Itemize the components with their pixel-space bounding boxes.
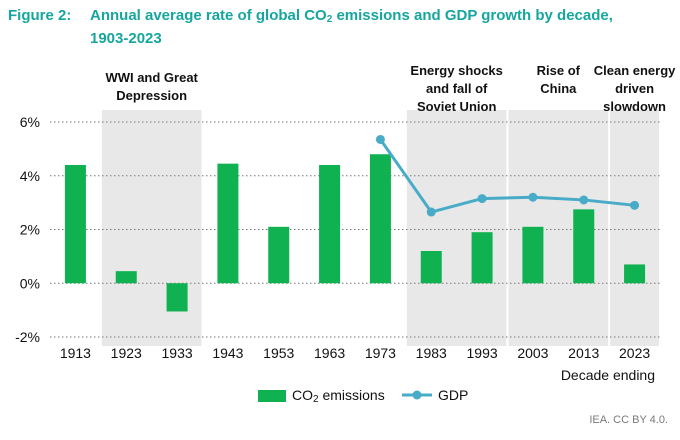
period-label-2-0: Rise of: [537, 63, 581, 78]
co2-bar: [369, 154, 391, 284]
x-tick-label: 1993: [467, 345, 498, 361]
x-tick-label: 1973: [365, 345, 396, 361]
period-label-0-0: WWI and Great: [105, 70, 198, 85]
co2-bar: [319, 165, 341, 284]
co2-bar: [522, 226, 544, 284]
period-label-1-1: and fall of: [426, 81, 488, 96]
period-label-1-2: Soviet Union: [417, 99, 497, 114]
x-tick-label: 1963: [314, 345, 345, 361]
period-label-3-1: driven: [615, 81, 654, 96]
co2-bar: [166, 283, 188, 312]
shaded-period-1: [406, 110, 507, 346]
y-tick-label: 4%: [20, 168, 40, 184]
x-tick-label: 1933: [162, 345, 193, 361]
x-tick-label: 1943: [212, 345, 243, 361]
gdp-point: [528, 192, 538, 202]
x-tick-label: 1923: [111, 345, 142, 361]
gdp-point: [375, 134, 385, 144]
x-tick-label: 2013: [568, 345, 599, 361]
y-tick-label: 0%: [20, 275, 40, 291]
gdp-point: [426, 207, 436, 217]
legend-gdp-label: GDP: [438, 387, 469, 403]
co2-bar: [217, 163, 239, 284]
co2-bar: [268, 226, 290, 284]
figure-title: Annual average rate of global CO2 emissi…: [90, 7, 613, 47]
co2-bar: [64, 165, 86, 284]
co2-bar: [115, 271, 137, 284]
co2-bar: [573, 209, 595, 284]
gdp-line: [379, 138, 635, 214]
co2-bar: [420, 251, 442, 284]
legend-gdp: GDP: [402, 387, 468, 403]
source-credit: IEA. CC BY 4.0.: [589, 414, 668, 426]
legend-co2-label: CO2 emissions: [292, 387, 385, 405]
legend-co2: CO2 emissions: [258, 387, 385, 405]
period-label-1-0: Energy shocks: [410, 63, 503, 78]
x-tick-label: 2023: [619, 345, 650, 361]
x-tick-label: 1953: [263, 345, 294, 361]
co2-bar: [624, 264, 646, 284]
legend-co2-swatch: [258, 390, 286, 402]
y-tick-label: 6%: [20, 114, 40, 130]
x-tick-label: 1913: [60, 345, 91, 361]
figure-label: Figure 2:: [8, 7, 72, 24]
y-tick-label: -2%: [15, 329, 40, 345]
gdp-point: [579, 195, 589, 205]
shaded-period-3: [610, 110, 659, 346]
x-tick-label: 2003: [517, 345, 548, 361]
x-tick-label: 1983: [416, 345, 447, 361]
period-label-0-1: Depression: [116, 88, 187, 103]
legend-gdp-swatch: [402, 390, 432, 400]
y-tick-label: 2%: [20, 222, 40, 238]
period-label-2-1: China: [540, 81, 577, 96]
period-label-3-2: slowdown: [603, 99, 666, 114]
gdp-point: [477, 194, 487, 204]
period-label-3-0: Clean energy: [594, 63, 676, 78]
x-axis-title: Decade ending: [561, 367, 655, 383]
co2-bar: [471, 232, 493, 284]
gdp-point: [630, 200, 640, 210]
